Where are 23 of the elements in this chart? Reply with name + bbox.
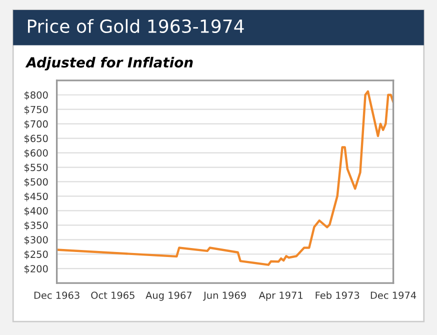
x-tick-label: Dec 1963 — [34, 292, 80, 299]
chart-title: Price of Gold 1963-1974 — [28, 19, 244, 34]
x-tick-label: Dec 1974 — [370, 292, 416, 299]
y-tick-label: $350 — [24, 221, 48, 230]
x-tick-label: Apr 1971 — [258, 292, 303, 301]
y-tick-label: $400 — [24, 206, 48, 216]
x-tick-label: Feb 1973 — [316, 291, 360, 299]
y-tick-label: $300 — [24, 236, 48, 245]
x-tick-label: Jun 1969 — [203, 292, 246, 301]
y-tick-label: $550 — [24, 164, 48, 172]
y-tick-label: $750 — [24, 106, 48, 114]
y-tick-label: $250 — [24, 250, 48, 260]
y-tick-label: $200 — [24, 264, 48, 274]
y-tick-label: $500 — [24, 178, 48, 187]
line-series — [56, 90, 394, 266]
y-tick-label: $650 — [24, 134, 48, 144]
chart-subtitle: Adjusted for Inflation — [25, 56, 193, 70]
y-tick-label: $700 — [24, 120, 48, 129]
x-tick-label: Oct 1965 — [91, 292, 134, 299]
x-tick-label: Aug 1967 — [146, 292, 192, 301]
y-tick-label: $450 — [24, 192, 48, 202]
y-tick-label: $600 — [24, 149, 48, 158]
y-tick-label: $800 — [24, 91, 48, 100]
